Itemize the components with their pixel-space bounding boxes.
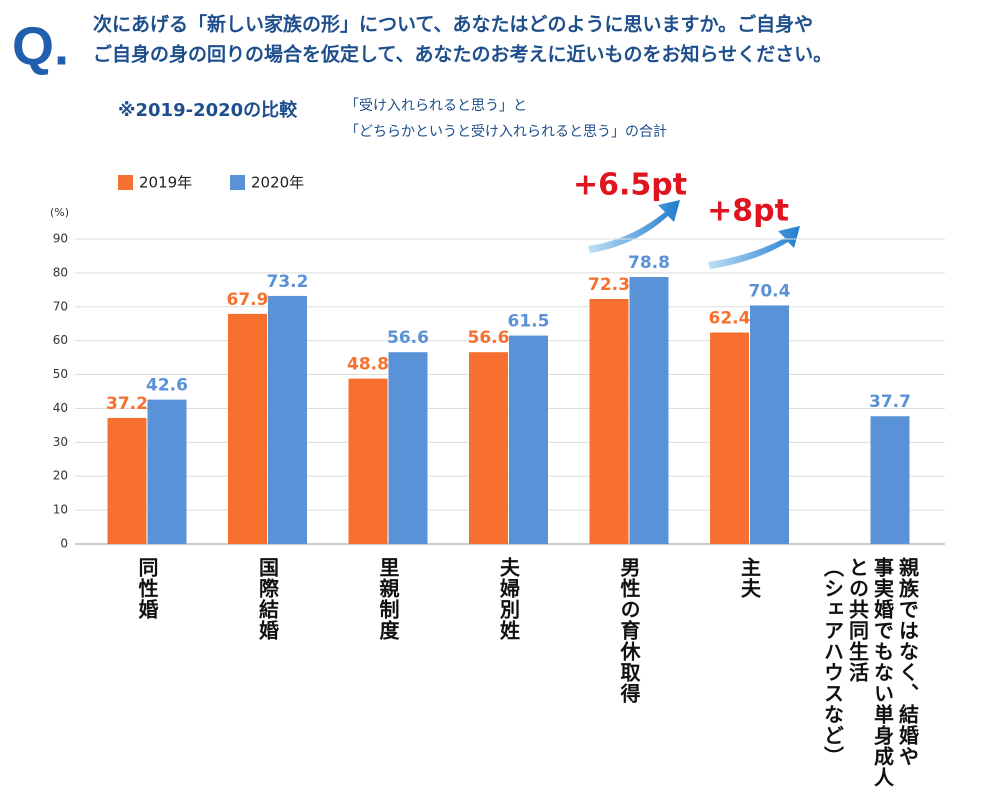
annotation: +6.5pt (573, 168, 687, 203)
bar (750, 305, 789, 544)
annotation: +8pt (707, 194, 789, 229)
y-tick-label: 40 (53, 401, 68, 415)
y-tick-label: 60 (53, 333, 68, 347)
bar (469, 352, 508, 544)
value-label: 56.6 (387, 328, 429, 348)
y-tick-label: 80 (53, 265, 68, 279)
value-label: 61.5 (508, 312, 550, 332)
legend-swatch (118, 175, 133, 190)
value-label: 48.8 (347, 355, 389, 375)
bar (629, 276, 669, 544)
y-tick-label: 0 (60, 537, 68, 551)
bar (710, 332, 749, 544)
y-tick-label: 90 (53, 232, 68, 246)
x-tick-label: 親族ではなく、結婚や 事実婚でもない単身成人 との共同生活 （シェアハウスなど） (820, 557, 920, 788)
value-label: 42.6 (146, 376, 188, 396)
value-label: 70.4 (749, 281, 791, 301)
legend-swatch (230, 175, 245, 190)
note-line: 「受け入れられると思う」と (345, 98, 527, 114)
value-label: 67.9 (227, 290, 269, 310)
y-tick-label: 70 (53, 299, 68, 313)
x-tick-label: 同性婚 (135, 557, 159, 620)
question-mark: Q. (12, 16, 69, 76)
value-label: 56.6 (468, 328, 510, 348)
x-tick-label: 主夫 (737, 557, 762, 599)
bar (870, 416, 910, 544)
bar (589, 298, 629, 544)
bar (228, 313, 267, 544)
y-tick-label: 20 (53, 469, 68, 483)
legend-label: 2020年 (251, 174, 304, 192)
legend-label: 2019年 (139, 174, 192, 192)
y-unit: (%) (50, 206, 69, 219)
x-tick-label: 夫婦別姓 (496, 557, 521, 641)
bar (268, 295, 307, 544)
value-label: 73.2 (267, 272, 309, 292)
bar (388, 352, 428, 544)
bar (509, 335, 548, 544)
question-line: ご自身の身の回りの場合を仮定して、あなたのお考えに近いものをお知らせください。 (93, 43, 832, 66)
arrow (708, 226, 800, 269)
y-tick-label: 10 (53, 503, 68, 517)
y-tick-label: 30 (53, 435, 68, 449)
value-label: 72.3 (588, 275, 630, 295)
bar (147, 399, 187, 544)
x-tick-label: 男性の育休取得 (617, 557, 641, 704)
value-label: 78.8 (628, 253, 670, 273)
note-line: 「どちらかというと受け入れられると思う」の合計 (345, 124, 667, 140)
subtitle: ※2019-2020の比較 (118, 99, 298, 121)
bar (107, 417, 147, 544)
x-tick-label: 里親制度 (376, 557, 400, 641)
bar (348, 378, 388, 544)
value-label: 37.2 (106, 394, 148, 414)
value-label: 37.7 (869, 392, 911, 412)
x-tick-label: 国際結婚 (255, 557, 280, 641)
value-label: 62.4 (709, 309, 751, 329)
arrow (588, 200, 680, 253)
y-tick-label: 50 (53, 367, 68, 381)
question-line: 次にあげる「新しい家族の形」について、あなたはどのように思いますか。ご自身や (93, 13, 813, 36)
